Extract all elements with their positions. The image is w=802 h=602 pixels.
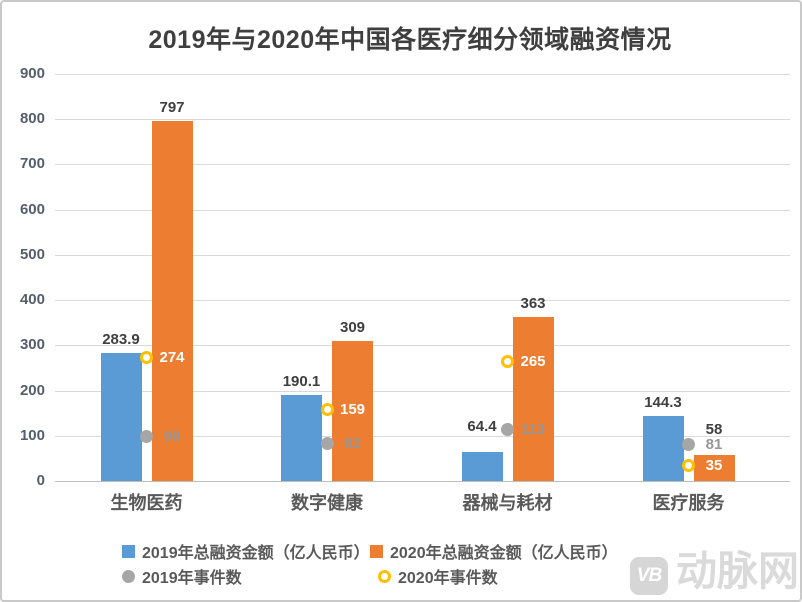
event-marker-2020-ring-icon (320, 402, 334, 416)
event-count-label-2020: 274 (159, 348, 185, 366)
chart-title: 2019年与2020年中国各医疗细分领域融资情况 (148, 26, 672, 54)
legend-swatch-2019-events-icon (122, 569, 135, 583)
legend-item-2019-amount: 2019年总融资金额（亿人民币） (122, 539, 370, 563)
bar-2020-amount (151, 120, 193, 481)
gridline (55, 390, 790, 392)
legend-label-2019-events: 2019年事件数 (142, 570, 242, 587)
event-marker-2019-dot-icon (682, 437, 695, 451)
event-marker-2019-dot-icon (140, 430, 153, 444)
bar-value-label-2019: 64.4 (467, 417, 497, 435)
y-axis-tick-label: 100 (19, 426, 45, 444)
gridline (55, 481, 790, 482)
y-axis-tick-label: 900 (19, 65, 45, 82)
event-count-label-2019: 113 (520, 421, 546, 439)
gridline (55, 435, 790, 437)
legend-item-2019-events: 2019年事件数 (122, 564, 242, 588)
y-axis-tick-label: 300 (19, 336, 45, 354)
category-label: 医疗服务 (652, 493, 725, 513)
event-count-label-2019: 82 (344, 435, 361, 453)
bar-value-label-2020: 797 (159, 98, 185, 116)
legend-label-2020-amount: 2020年总融资金额（亿人民币） (390, 545, 618, 562)
bar-2019-amount (281, 395, 322, 481)
bar-2020-amount (332, 341, 373, 481)
bar-2019-amount (461, 451, 503, 481)
gridline (55, 345, 790, 347)
gridline (55, 254, 790, 256)
gridline (55, 119, 790, 121)
bar-value-label-2019: 283.9 (102, 330, 140, 348)
y-axis-tick-label: 200 (19, 381, 45, 399)
y-axis-tick-label: 0 (36, 472, 45, 489)
vcbeat-logo-icon: VB (630, 557, 668, 595)
vcbeat-logo-letters: VB (636, 565, 662, 586)
category-label: 生物医药 (110, 493, 183, 513)
y-axis-tick-label: 700 (19, 155, 45, 173)
event-count-label-2019: 81 (705, 435, 723, 453)
bar-2019-amount (642, 415, 684, 481)
bar-2020-amount (693, 454, 735, 481)
legend-item-2020-amount: 2020年总融资金额（亿人民币） (370, 539, 618, 563)
y-axis-tick-label: 800 (19, 110, 45, 128)
legend-swatch-2019-amount-icon (122, 544, 135, 558)
legend-item-2020-events: 2020年事件数 (378, 564, 498, 588)
category-label: 数字健康 (291, 493, 363, 513)
gridline (55, 164, 790, 166)
gridline (55, 74, 790, 75)
gridline (55, 209, 790, 211)
y-axis-tick-label: 600 (19, 200, 45, 218)
bar-value-label-2020: 363 (520, 294, 546, 312)
y-axis-tick-label: 500 (19, 245, 45, 263)
event-count-label-2020: 35 (705, 456, 723, 474)
bar-value-label-2020: 58 (705, 420, 723, 438)
watermark-brand-text: 动脉网 (676, 548, 799, 594)
bar-value-label-2019: 144.3 (644, 393, 682, 411)
bar-value-label-2019: 190.1 (282, 373, 321, 390)
event-marker-2020-ring-icon (682, 458, 695, 472)
event-marker-2020-ring-icon (140, 350, 153, 364)
event-marker-2019-dot-icon (501, 423, 514, 437)
category-label: 器械与耗材 (462, 493, 553, 513)
bar-2019-amount (100, 352, 142, 481)
event-marker-2019-dot-icon (320, 437, 334, 451)
event-count-label-2019: 98 (163, 428, 181, 446)
gridline (55, 300, 790, 302)
y-axis-tick-label: 400 (19, 291, 45, 309)
legend-swatch-2020-amount-icon (370, 544, 383, 558)
legend-swatch-2020-events-icon (378, 569, 391, 583)
bar-2020-amount (512, 316, 554, 481)
event-marker-2020-ring-icon (501, 354, 514, 368)
event-count-label-2020: 159 (339, 400, 366, 418)
legend-label-2020-events: 2020年事件数 (398, 570, 498, 587)
legend-label-2019-amount: 2019年总融资金额（亿人民币） (142, 545, 370, 562)
event-count-label-2020: 265 (520, 352, 546, 370)
bar-value-label-2020: 309 (339, 319, 366, 337)
